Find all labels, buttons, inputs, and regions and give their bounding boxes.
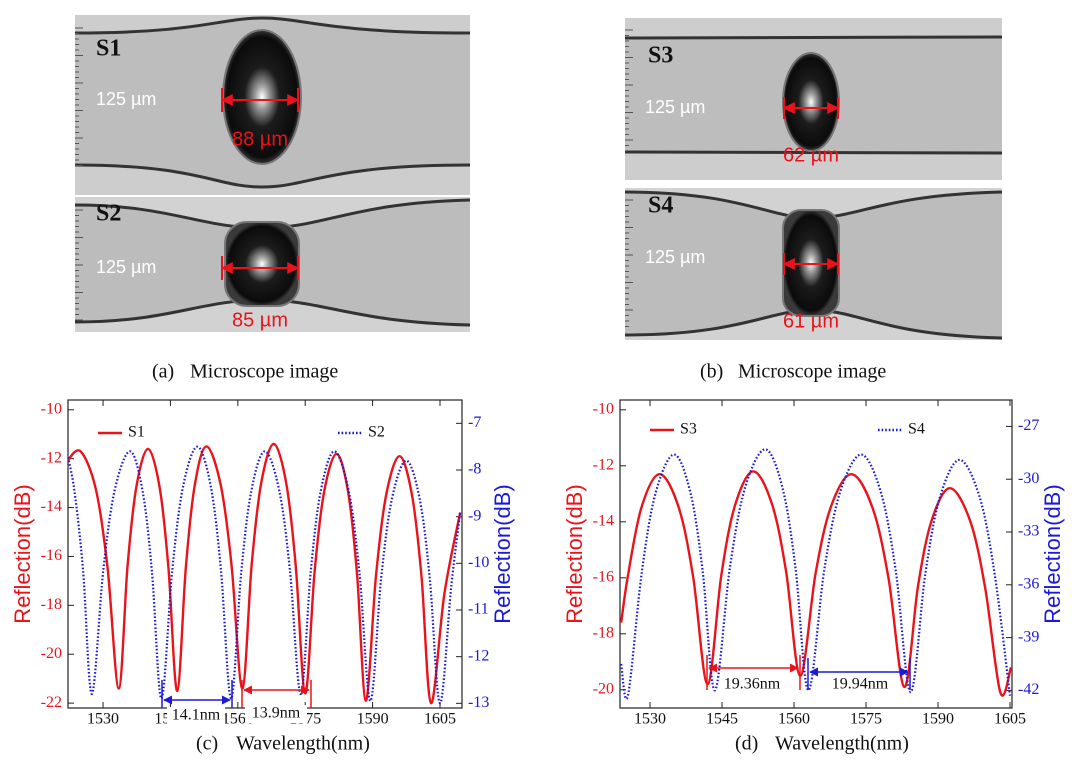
fiber-edge: [74, 16, 471, 35]
y-tick-label: -14: [41, 498, 62, 515]
y-axis-label: Reflection(dB): [10, 484, 35, 623]
x-tick-label: 1590: [357, 711, 389, 728]
scale-label: 125 µm: [96, 89, 156, 109]
x-axis-label: Wavelength(nm): [236, 733, 370, 755]
y-tick-label: -12: [41, 449, 62, 466]
annotation-box: [245, 705, 307, 723]
bubble: [782, 52, 840, 152]
y2-tick-label: -11: [468, 601, 489, 618]
width-label: 62 µm: [783, 144, 839, 166]
microscope-image: S2 125 µm 85 µm: [74, 197, 471, 332]
y-tick-label: -10: [593, 400, 614, 417]
x-tick-label: 1545: [706, 711, 738, 728]
plots: 1530 1545 1560 1575 1590 1605 -22 -20 -18 -16 -14 -…: [10, 399, 1065, 755]
fiber-edge: [624, 150, 1003, 155]
plot-area: [620, 448, 1012, 701]
bubble: [224, 221, 300, 307]
sample-label: S2: [96, 201, 121, 227]
caption: Microscope image: [190, 361, 338, 383]
annotation-text: 19.36nm: [724, 676, 781, 693]
annotation-text: 13.9nm: [252, 705, 301, 722]
x-axis-label: Wavelength(nm): [775, 733, 909, 755]
y2-tick-label: -9: [468, 507, 481, 524]
y2-tick-label: -30: [1018, 470, 1039, 487]
chart: 1530 1545 1560 1575 1590 1605 -20 -18 -16 -14 -12 -…: [562, 399, 1065, 755]
annotation-box: [167, 707, 225, 725]
annotation: 19.36nm: [706, 655, 801, 693]
y2-tick-label: -36: [1018, 575, 1039, 592]
y-tick-label: -16: [41, 547, 62, 564]
microscope-image: S1 125 µm 88 µm: [74, 15, 471, 195]
y-axis-label: Reflection(dB): [562, 484, 587, 623]
y-tick-label: -16: [593, 568, 614, 585]
y-tick-label: -18: [41, 596, 62, 613]
annotation-text: 19.94nm: [832, 676, 889, 693]
scale-label: 125 µm: [645, 247, 705, 267]
microscope-image: S4 125 µm 61 µm: [624, 188, 1003, 340]
panel-label: (b): [700, 361, 723, 383]
legend-label: S2: [368, 424, 385, 441]
scale-label: 125 µm: [96, 257, 156, 277]
panel-label: (c): [196, 733, 218, 755]
x-tick-label: 1530: [634, 711, 666, 728]
series-line: [620, 448, 1012, 701]
y-tick-label: -12: [593, 456, 614, 473]
annotation: 19.94nm: [807, 658, 911, 693]
y-tick-label: -20: [593, 680, 614, 697]
sample-label: S4: [648, 193, 673, 219]
y-tick-label: -20: [41, 645, 62, 662]
width-label: 88 µm: [232, 128, 288, 150]
microscope-image: S3 125 µm 62 µm: [624, 18, 1003, 180]
panel-label: (d): [735, 733, 758, 755]
sample-label: S1: [96, 36, 121, 62]
plot-frame: [619, 399, 1013, 709]
scale-label: 125 µm: [645, 97, 705, 117]
y2-tick-label: -27: [1018, 417, 1039, 434]
x-tick-label: 1560: [778, 711, 810, 728]
x-tick-label: 1530: [87, 711, 119, 728]
sample-label: S3: [648, 43, 673, 69]
series-line: [620, 470, 1012, 697]
x-tick-label: 1605: [424, 711, 456, 728]
y-tick-label: -10: [41, 400, 62, 417]
fiber-edge: [624, 35, 1003, 40]
legend-label: S4: [908, 421, 925, 438]
y2-tick-label: -12: [468, 647, 489, 664]
plot-frame: [67, 399, 463, 709]
annotation: 13.9nm: [241, 680, 312, 723]
y2-tick-label: -10: [468, 554, 489, 571]
y2-tick-label: -7: [468, 414, 481, 431]
y-tick-label: -18: [593, 624, 614, 641]
caption: Microscope image: [738, 361, 886, 383]
plot-area: [68, 442, 462, 705]
chart: 153015451560157515901605-22-20-18-16-14-…: [10, 399, 515, 755]
y2-tick-label: -8: [468, 461, 481, 478]
y2-tick-label: -33: [1018, 523, 1039, 540]
rulers: [75, 27, 633, 327]
x-tick-label: 1605: [994, 711, 1026, 728]
y-tick-label: -22: [41, 694, 62, 711]
y-tick-label: -14: [593, 512, 614, 529]
width-label: 85 µm: [232, 309, 288, 331]
y2-tick-label: -42: [1018, 681, 1039, 698]
legend-label: S3: [680, 421, 697, 438]
panel-label: (a): [152, 361, 174, 383]
fiber-edge: [74, 163, 471, 189]
y2-tick-label: -39: [1018, 628, 1039, 645]
annotation-text: 14.1nm: [172, 707, 221, 724]
series-line: [68, 442, 462, 705]
width-label: 61 µm: [783, 310, 839, 332]
x-tick-label: 1575: [850, 711, 882, 728]
annotation: 14.1nm: [161, 680, 233, 725]
y2-tick-label: -13: [468, 694, 489, 711]
x-tick-label: 1590: [922, 711, 954, 728]
y2-axis-label: Reflection(dB): [1040, 484, 1065, 623]
y2-axis-label: Reflection(dB): [490, 484, 515, 623]
legend-label: S1: [128, 424, 145, 441]
